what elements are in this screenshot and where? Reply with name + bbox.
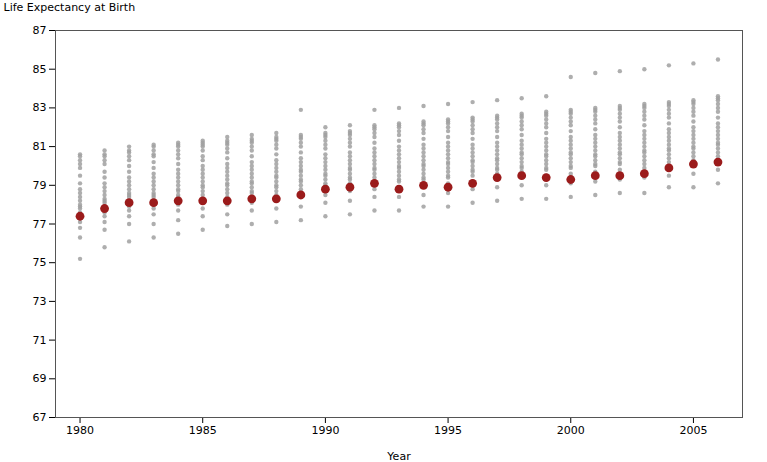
svg-text:83: 83 <box>33 101 47 114</box>
svg-text:1995: 1995 <box>434 424 462 437</box>
svg-text:85: 85 <box>33 63 47 76</box>
svg-text:73: 73 <box>33 295 47 308</box>
svg-text:71: 71 <box>33 334 47 347</box>
svg-text:75: 75 <box>33 256 47 269</box>
svg-text:1985: 1985 <box>189 424 217 437</box>
svg-text:69: 69 <box>33 372 47 385</box>
svg-text:87: 87 <box>33 24 47 37</box>
svg-text:2005: 2005 <box>679 424 707 437</box>
svg-text:Life Expectancy at Birth: Life Expectancy at Birth <box>4 1 136 14</box>
svg-text:1980: 1980 <box>66 424 94 437</box>
svg-text:79: 79 <box>33 179 47 192</box>
svg-text:1990: 1990 <box>311 424 339 437</box>
svg-text:2000: 2000 <box>557 424 585 437</box>
svg-text:67: 67 <box>33 411 47 424</box>
svg-text:Year: Year <box>386 450 411 462</box>
svg-text:77: 77 <box>33 218 47 231</box>
svg-text:81: 81 <box>33 140 47 153</box>
